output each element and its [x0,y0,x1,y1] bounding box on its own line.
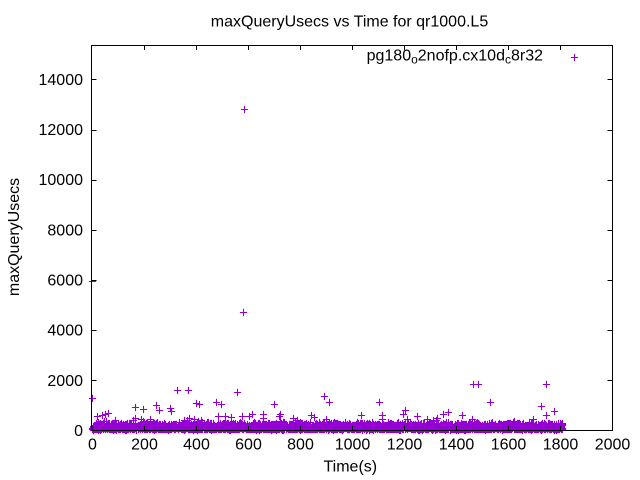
svg-text:6000: 6000 [47,273,83,290]
svg-text:2000: 2000 [595,437,631,454]
svg-text:maxQueryUsecs: maxQueryUsecs [6,178,23,296]
svg-text:200: 200 [131,437,158,454]
svg-text:0: 0 [74,423,83,440]
svg-text:10000: 10000 [39,172,84,189]
svg-text:8000: 8000 [47,222,83,239]
svg-text:14000: 14000 [39,72,84,89]
svg-text:1800: 1800 [543,437,579,454]
svg-text:600: 600 [235,437,262,454]
svg-text:1000: 1000 [335,437,371,454]
svg-text:1400: 1400 [439,437,475,454]
svg-text:12000: 12000 [39,122,84,139]
svg-text:pg180o2nofp.cx10dc8r32: pg180o2nofp.cx10dc8r32 [367,48,544,67]
svg-text:1600: 1600 [491,437,527,454]
svg-text:2000: 2000 [47,373,83,390]
svg-text:800: 800 [287,437,314,454]
svg-text:400: 400 [183,437,210,454]
svg-text:1200: 1200 [387,437,423,454]
svg-text:4000: 4000 [47,323,83,340]
svg-text:0: 0 [88,437,97,454]
svg-text:Time(s): Time(s) [323,459,377,476]
svg-text:maxQueryUsecs vs Time for qr10: maxQueryUsecs vs Time for qr1000.L5 [211,14,489,31]
